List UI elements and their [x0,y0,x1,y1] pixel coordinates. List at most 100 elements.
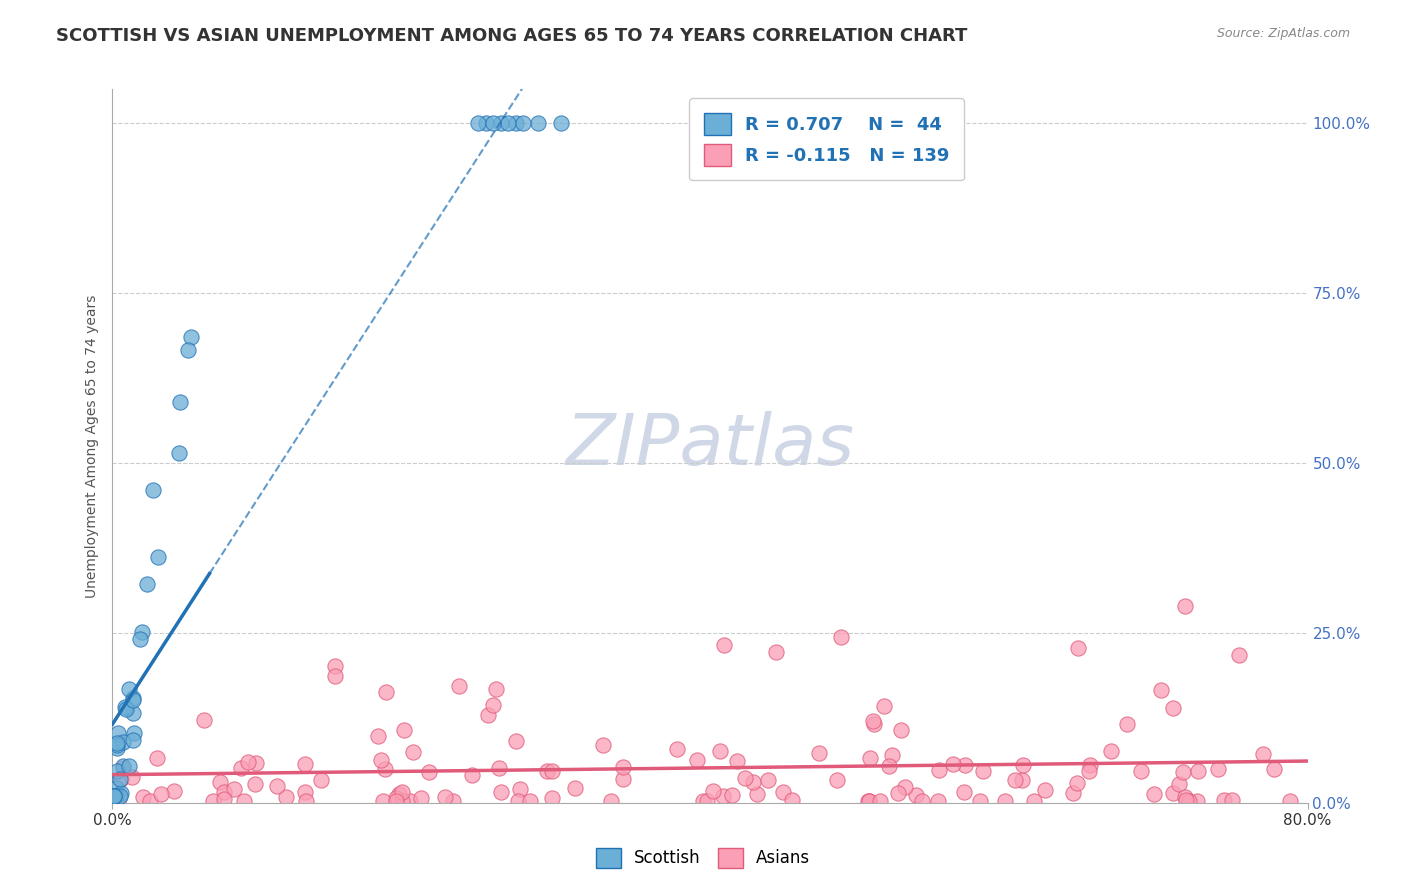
Point [110,772,132,787]
Point [1033,782,1056,797]
Point [233,794,256,808]
Point [132,790,155,805]
Point [103,789,125,803]
Point [385,790,408,805]
Point [702,784,724,798]
Point [214,792,236,806]
Point [107,726,129,740]
Point [725,754,748,768]
Point [665,742,688,756]
Point [1174,599,1197,613]
Point [236,756,259,770]
Point [114,700,136,714]
Point [1161,701,1184,715]
Point [1206,762,1229,776]
Point [859,751,882,765]
Point [807,746,830,760]
Point [969,794,991,808]
Point [686,753,709,767]
Point [441,794,464,808]
Point [294,784,316,798]
Point [887,786,910,800]
Point [266,780,288,794]
Point [505,116,527,130]
Point [972,764,994,778]
Point [1116,716,1139,731]
Point [872,699,894,714]
Point [1130,764,1153,778]
Point [692,794,714,808]
Point [1212,792,1234,806]
Point [418,765,440,780]
Point [122,726,145,740]
Point [122,691,145,706]
Point [1150,683,1173,698]
Point [110,789,132,803]
Point [391,785,413,799]
Point [512,116,534,130]
Point [146,549,169,564]
Point [101,789,124,803]
Point [105,764,128,778]
Y-axis label: Unemployment Among Ages 65 to 74 years: Unemployment Among Ages 65 to 74 years [84,294,98,598]
Point [1067,640,1090,655]
Point [877,758,900,772]
Point [1078,757,1101,772]
Point [994,794,1017,808]
Point [485,681,508,696]
Point [756,773,779,788]
Point [1011,773,1033,788]
Point [294,756,316,771]
Point [541,764,564,778]
Point [169,395,191,409]
Point [325,669,347,683]
Point [953,757,976,772]
Point [612,759,634,773]
Point [391,794,413,808]
Point [118,681,141,696]
Point [952,785,974,799]
Point [105,780,128,795]
Point [467,116,489,130]
Point [150,787,173,801]
Point [858,794,880,808]
Point [830,631,852,645]
Point [894,780,917,794]
Point [163,784,186,798]
Point [212,785,235,799]
Point [927,794,949,808]
Point [141,483,163,497]
Point [592,738,614,752]
Point [1227,648,1250,662]
Point [564,780,586,795]
Point [863,716,886,731]
Point [481,698,503,713]
Point [1066,776,1088,790]
Point [765,645,787,659]
Point [541,791,564,805]
Point [145,751,167,765]
Point [409,790,432,805]
Point [385,794,408,808]
Point [942,757,965,772]
Point [294,794,316,808]
Point [734,771,756,785]
Point [136,577,159,591]
Point [274,789,297,804]
Point [890,723,912,737]
Point [869,794,891,808]
Point [862,714,884,728]
Point [612,772,634,786]
Point [741,775,763,789]
Point [111,735,134,749]
Point [475,116,498,130]
Point [325,659,347,673]
Point [367,729,389,743]
Point [600,794,623,808]
Point [131,624,153,639]
Point [1099,744,1122,758]
Point [1185,794,1208,808]
Point [1220,793,1243,807]
Point [177,343,200,358]
Point [488,761,510,775]
